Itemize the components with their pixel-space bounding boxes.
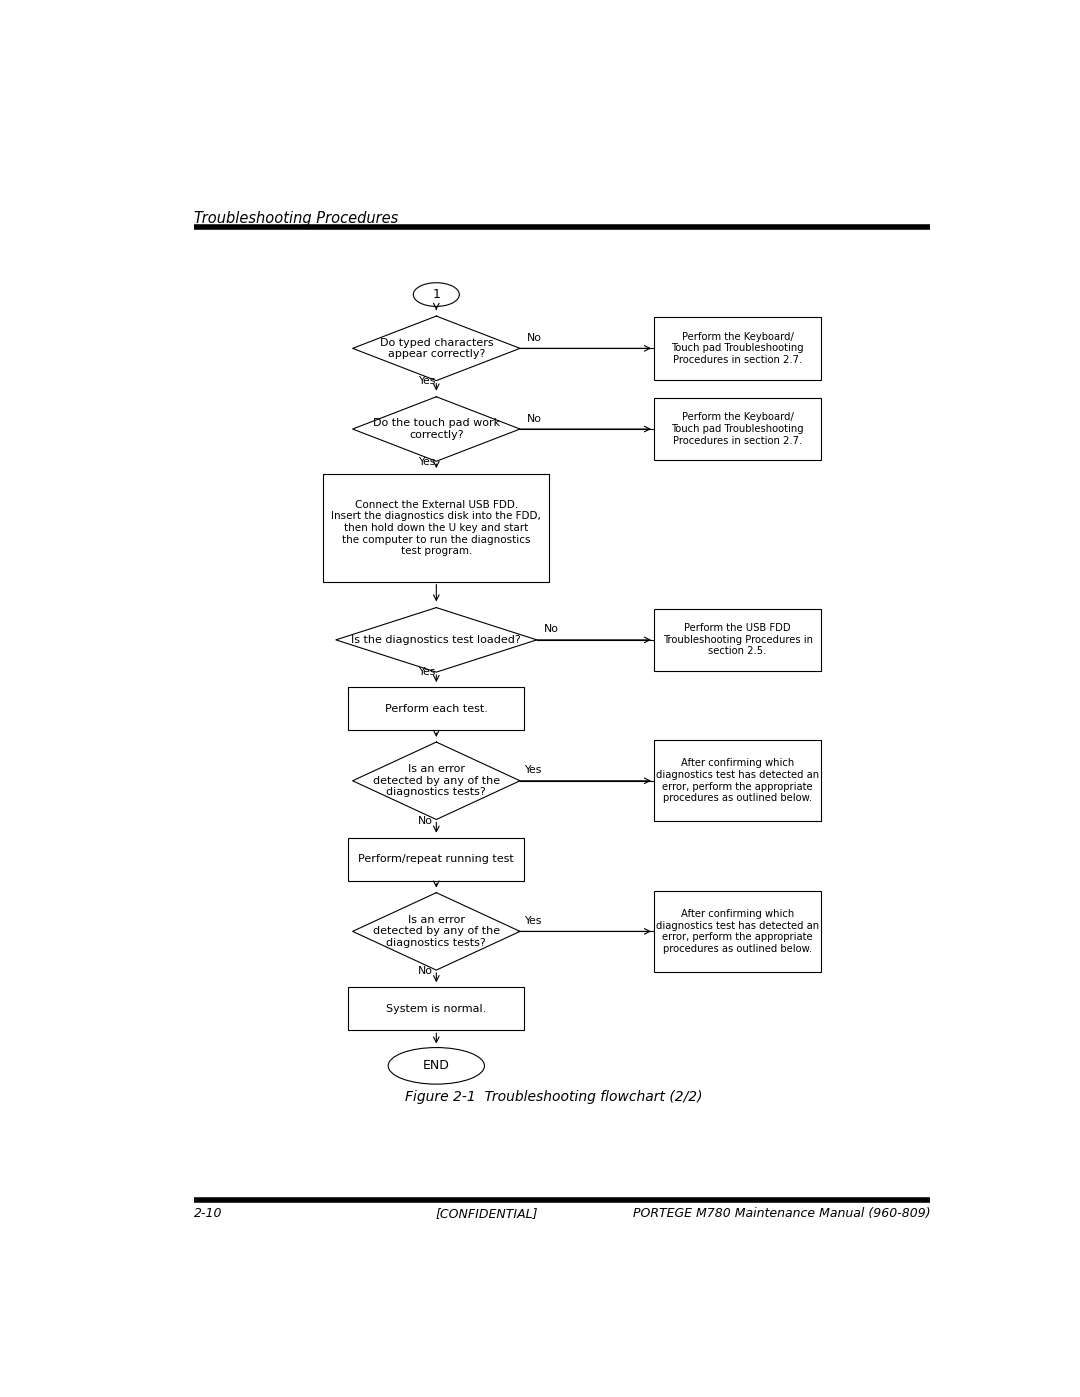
Text: Do the touch pad work
correctly?: Do the touch pad work correctly? [373, 418, 500, 440]
Text: Yes: Yes [418, 376, 435, 386]
Text: 1: 1 [432, 288, 441, 302]
Text: Perform the USB FDD
Troubleshooting Procedures in
section 2.5.: Perform the USB FDD Troubleshooting Proc… [663, 623, 812, 657]
Text: System is normal.: System is normal. [387, 1004, 486, 1014]
Text: Is an error
detected by any of the
diagnostics tests?: Is an error detected by any of the diagn… [373, 764, 500, 798]
Text: PORTEGE M780 Maintenance Manual (960-809): PORTEGE M780 Maintenance Manual (960-809… [633, 1207, 930, 1220]
Ellipse shape [388, 1048, 485, 1084]
Polygon shape [352, 397, 521, 461]
FancyBboxPatch shape [349, 687, 524, 731]
FancyBboxPatch shape [653, 398, 822, 460]
Text: Connect the External USB FDD.
Insert the diagnostics disk into the FDD,
then hol: Connect the External USB FDD. Insert the… [332, 500, 541, 556]
FancyBboxPatch shape [349, 838, 524, 882]
Text: END: END [423, 1059, 449, 1073]
FancyBboxPatch shape [653, 609, 822, 671]
Text: After confirming which
diagnostics test has detected an
error, perform the appro: After confirming which diagnostics test … [656, 759, 820, 803]
Text: Is an error
detected by any of the
diagnostics tests?: Is an error detected by any of the diagn… [373, 915, 500, 949]
FancyBboxPatch shape [653, 740, 822, 821]
Text: No: No [543, 624, 558, 634]
Text: Yes: Yes [524, 916, 541, 926]
Polygon shape [352, 316, 521, 380]
Ellipse shape [414, 282, 459, 306]
Text: No: No [527, 414, 542, 423]
FancyBboxPatch shape [349, 988, 524, 1031]
Text: No: No [418, 816, 433, 826]
FancyBboxPatch shape [653, 317, 822, 380]
Text: No: No [527, 332, 542, 342]
Text: Yes: Yes [418, 668, 435, 678]
Text: [CONFIDENTIAL]: [CONFIDENTIAL] [435, 1207, 538, 1220]
Text: Yes: Yes [418, 457, 435, 467]
FancyBboxPatch shape [653, 891, 822, 972]
Text: Perform each test.: Perform each test. [384, 704, 488, 714]
Text: Do typed characters
appear correctly?: Do typed characters appear correctly? [379, 338, 494, 359]
Text: Perform the Keyboard/
Touch pad Troubleshooting
Procedures in section 2.7.: Perform the Keyboard/ Touch pad Troubles… [672, 331, 804, 365]
Text: Yes: Yes [524, 766, 541, 775]
Text: After confirming which
diagnostics test has detected an
error, perform the appro: After confirming which diagnostics test … [656, 909, 820, 954]
Text: Figure 2-1  Troubleshooting flowchart (2/2): Figure 2-1 Troubleshooting flowchart (2/… [405, 1090, 702, 1104]
Polygon shape [352, 893, 521, 970]
FancyBboxPatch shape [323, 474, 550, 581]
Text: Troubleshooting Procedures: Troubleshooting Procedures [193, 211, 397, 226]
Polygon shape [352, 742, 521, 820]
Text: Perform the Keyboard/
Touch pad Troubleshooting
Procedures in section 2.7.: Perform the Keyboard/ Touch pad Troubles… [672, 412, 804, 446]
Text: Perform/repeat running test: Perform/repeat running test [359, 855, 514, 865]
Text: No: No [418, 967, 433, 977]
Text: 2-10: 2-10 [193, 1207, 222, 1220]
Text: Is the diagnostics test loaded?: Is the diagnostics test loaded? [351, 634, 522, 645]
Polygon shape [336, 608, 537, 672]
